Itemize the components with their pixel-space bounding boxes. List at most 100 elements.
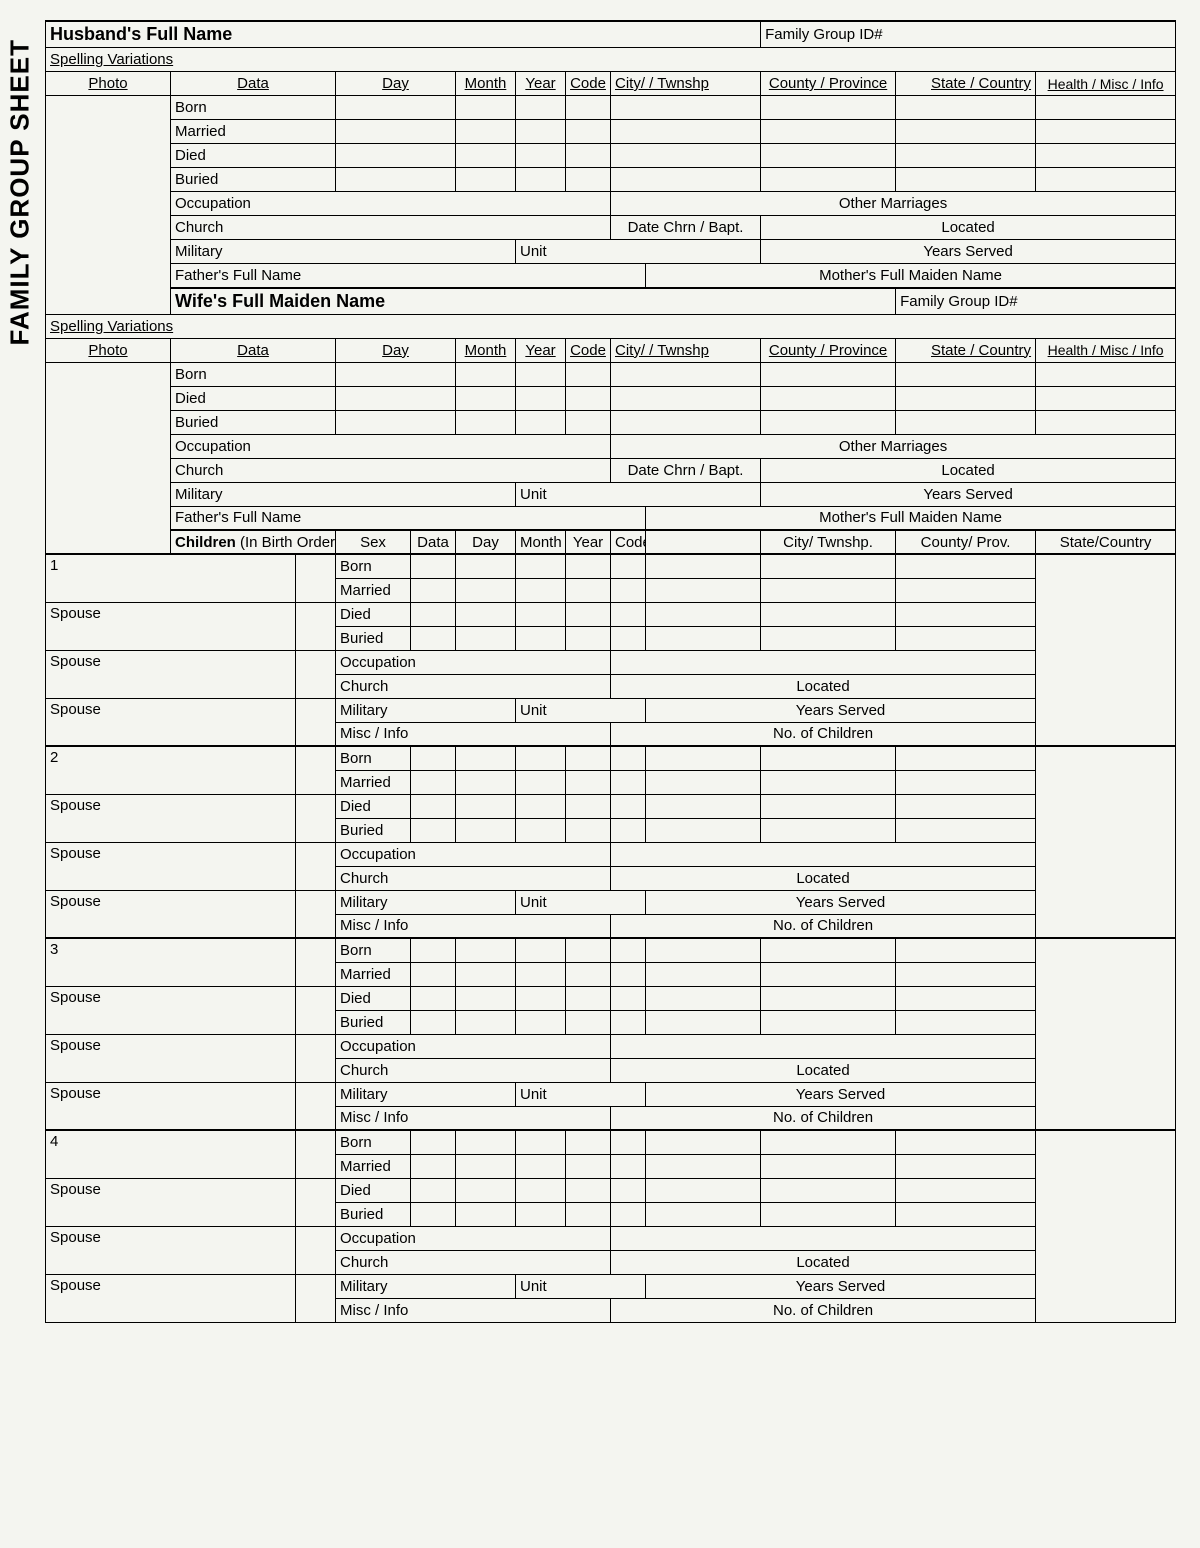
cell[interactable] xyxy=(646,794,761,818)
cell[interactable] xyxy=(761,986,896,1010)
cell[interactable] xyxy=(336,144,456,168)
cell[interactable] xyxy=(566,1010,611,1034)
cell[interactable] xyxy=(296,1274,336,1322)
cell[interactable] xyxy=(646,770,761,794)
cell[interactable] xyxy=(646,626,761,650)
cell[interactable] xyxy=(611,1226,1036,1250)
cell[interactable] xyxy=(516,1010,566,1034)
cell[interactable] xyxy=(456,144,516,168)
cell[interactable] xyxy=(456,1202,516,1226)
cell[interactable] xyxy=(456,794,516,818)
cell[interactable] xyxy=(646,602,761,626)
cell[interactable] xyxy=(896,1202,1036,1226)
cell[interactable] xyxy=(411,578,456,602)
cell[interactable] xyxy=(411,770,456,794)
cell[interactable] xyxy=(336,410,456,434)
cell[interactable] xyxy=(516,410,566,434)
cell[interactable] xyxy=(896,626,1036,650)
cell[interactable] xyxy=(566,746,611,770)
cell[interactable] xyxy=(566,1202,611,1226)
cell[interactable] xyxy=(761,962,896,986)
cell[interactable] xyxy=(761,818,896,842)
cell[interactable] xyxy=(896,578,1036,602)
cell[interactable] xyxy=(516,362,566,386)
cell[interactable] xyxy=(761,144,896,168)
cell[interactable] xyxy=(611,578,646,602)
cell[interactable] xyxy=(456,818,516,842)
cell[interactable] xyxy=(896,962,1036,986)
cell[interactable] xyxy=(296,1226,336,1274)
cell[interactable] xyxy=(611,602,646,626)
cell[interactable] xyxy=(456,554,516,578)
cell[interactable] xyxy=(761,794,896,818)
cell[interactable] xyxy=(761,578,896,602)
cell[interactable] xyxy=(411,938,456,962)
child-sex[interactable] xyxy=(296,1130,336,1178)
cell[interactable] xyxy=(611,818,646,842)
cell[interactable] xyxy=(566,410,611,434)
cell[interactable] xyxy=(896,144,1036,168)
cell[interactable] xyxy=(761,554,896,578)
cell[interactable] xyxy=(566,96,611,120)
cell[interactable] xyxy=(896,168,1036,192)
cell[interactable] xyxy=(516,1154,566,1178)
cell[interactable] xyxy=(646,818,761,842)
cell[interactable] xyxy=(566,1130,611,1154)
cell[interactable] xyxy=(761,96,896,120)
cell[interactable] xyxy=(516,986,566,1010)
cell[interactable] xyxy=(611,842,1036,866)
cell[interactable] xyxy=(566,120,611,144)
cell[interactable] xyxy=(896,1154,1036,1178)
cell[interactable] xyxy=(611,1130,646,1154)
cell[interactable] xyxy=(761,602,896,626)
cell[interactable] xyxy=(611,410,761,434)
cell[interactable] xyxy=(896,1178,1036,1202)
cell[interactable] xyxy=(896,554,1036,578)
cell[interactable] xyxy=(896,794,1036,818)
cell[interactable] xyxy=(456,1154,516,1178)
cell[interactable] xyxy=(611,650,1036,674)
cell[interactable] xyxy=(761,362,896,386)
cell[interactable] xyxy=(296,794,336,842)
cell[interactable] xyxy=(761,1202,896,1226)
cell[interactable] xyxy=(566,1154,611,1178)
cell[interactable] xyxy=(456,386,516,410)
cell[interactable] xyxy=(296,842,336,890)
cell[interactable] xyxy=(1036,386,1176,410)
cell[interactable] xyxy=(761,746,896,770)
cell[interactable] xyxy=(296,602,336,650)
child-sex[interactable] xyxy=(296,746,336,794)
cell[interactable] xyxy=(611,96,761,120)
cell[interactable] xyxy=(411,1178,456,1202)
cell[interactable] xyxy=(516,1202,566,1226)
cell[interactable] xyxy=(456,578,516,602)
cell[interactable] xyxy=(456,962,516,986)
cell[interactable] xyxy=(611,1178,646,1202)
cell[interactable] xyxy=(516,818,566,842)
cell[interactable] xyxy=(566,938,611,962)
cell[interactable] xyxy=(296,1178,336,1226)
cell[interactable] xyxy=(456,938,516,962)
cell[interactable] xyxy=(761,1130,896,1154)
cell[interactable] xyxy=(1036,144,1176,168)
cell[interactable] xyxy=(761,1010,896,1034)
cell[interactable] xyxy=(611,1010,646,1034)
cell[interactable] xyxy=(566,794,611,818)
cell[interactable] xyxy=(296,986,336,1034)
cell[interactable] xyxy=(1036,96,1176,120)
cell[interactable] xyxy=(516,168,566,192)
cell[interactable] xyxy=(456,120,516,144)
child-sex[interactable] xyxy=(296,938,336,986)
cell[interactable] xyxy=(296,890,336,938)
cell[interactable] xyxy=(566,962,611,986)
cell[interactable] xyxy=(456,1178,516,1202)
cell[interactable] xyxy=(566,986,611,1010)
cell[interactable] xyxy=(296,1034,336,1082)
cell[interactable] xyxy=(646,938,761,962)
cell[interactable] xyxy=(336,386,456,410)
cell[interactable] xyxy=(411,1154,456,1178)
cell[interactable] xyxy=(566,168,611,192)
cell[interactable] xyxy=(896,1130,1036,1154)
cell[interactable] xyxy=(296,650,336,698)
cell[interactable] xyxy=(761,1178,896,1202)
